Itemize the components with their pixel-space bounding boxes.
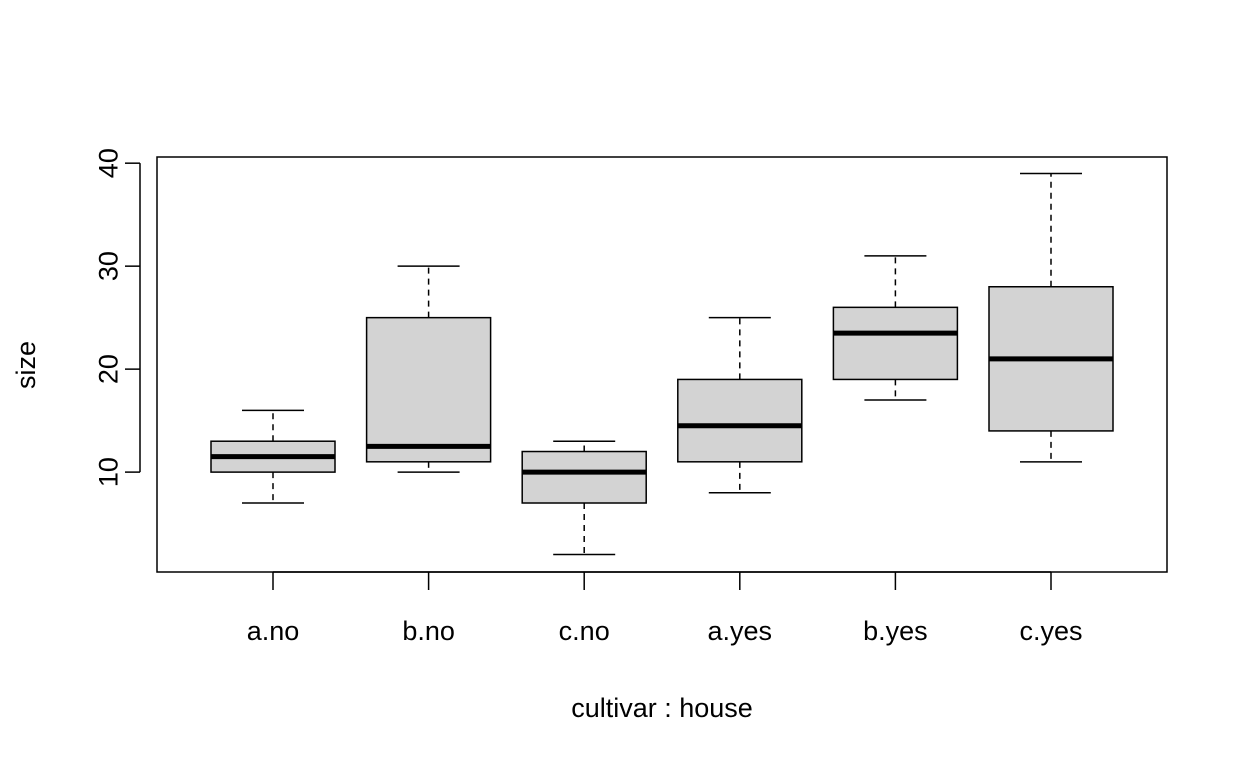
x-tick-label: c.yes — [1019, 616, 1082, 646]
x-axis-title: cultivar : house — [571, 693, 753, 723]
x-axis: a.no b.no c.no a.yes b.yes c.yes — [247, 571, 1083, 646]
iqr-box — [832, 306, 959, 381]
y-axis-title: size — [11, 341, 41, 389]
y-tick-label: 10 — [93, 457, 123, 487]
x-tick-label: a.no — [247, 616, 300, 646]
x-tick-label: b.yes — [863, 616, 928, 646]
iqr-box — [677, 378, 803, 463]
box-b.yes — [832, 255, 959, 401]
box-series — [210, 172, 1114, 556]
y-tick-label: 30 — [93, 251, 123, 281]
x-tick-label: a.yes — [708, 616, 773, 646]
x-tick-label: b.no — [402, 616, 455, 646]
iqr-box — [365, 316, 492, 463]
y-tick-label: 40 — [93, 148, 123, 178]
box-c.yes — [988, 172, 1114, 463]
iqr-box — [521, 450, 647, 504]
box-b.no — [365, 265, 492, 473]
box-c.no — [521, 440, 647, 556]
x-tick-label: c.no — [559, 616, 610, 646]
box-a.no — [210, 409, 336, 504]
box-a.yes — [677, 316, 803, 494]
y-axis: 10 20 30 40 — [93, 148, 141, 487]
y-tick-label: 20 — [93, 354, 123, 384]
